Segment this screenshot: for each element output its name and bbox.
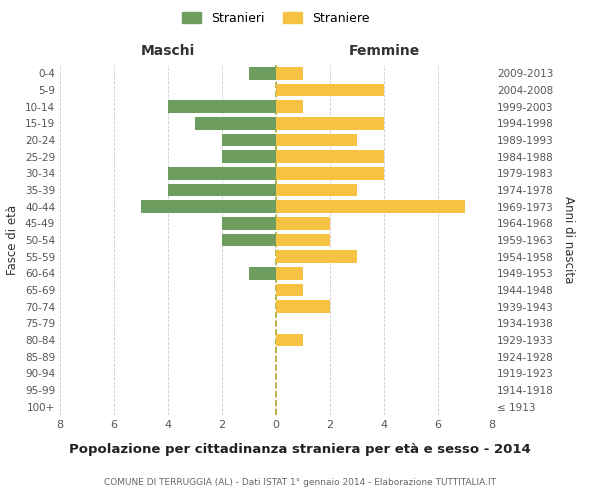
Text: Femmine: Femmine bbox=[349, 44, 419, 59]
Bar bbox=[276, 300, 330, 313]
Bar bbox=[276, 250, 357, 263]
Bar bbox=[276, 84, 384, 96]
Text: COMUNE DI TERRUGGIA (AL) - Dati ISTAT 1° gennaio 2014 - Elaborazione TUTTITALIA.: COMUNE DI TERRUGGIA (AL) - Dati ISTAT 1°… bbox=[104, 478, 496, 487]
Bar bbox=[276, 67, 303, 80]
Bar bbox=[276, 117, 384, 130]
Text: Popolazione per cittadinanza straniera per età e sesso - 2014: Popolazione per cittadinanza straniera p… bbox=[69, 442, 531, 456]
Bar bbox=[276, 334, 303, 346]
Y-axis label: Fasce di età: Fasce di età bbox=[7, 205, 19, 275]
Bar bbox=[276, 184, 357, 196]
Bar bbox=[276, 150, 384, 163]
Bar bbox=[249, 67, 276, 80]
Bar bbox=[276, 234, 330, 246]
Text: Maschi: Maschi bbox=[141, 44, 195, 59]
Bar bbox=[222, 150, 276, 163]
Bar bbox=[168, 100, 276, 113]
Bar bbox=[276, 217, 330, 230]
Bar bbox=[141, 200, 276, 213]
Bar bbox=[276, 200, 465, 213]
Bar bbox=[276, 167, 384, 179]
Bar bbox=[276, 134, 357, 146]
Bar bbox=[222, 234, 276, 246]
Y-axis label: Anni di nascita: Anni di nascita bbox=[562, 196, 575, 284]
Bar bbox=[222, 217, 276, 230]
Bar bbox=[168, 184, 276, 196]
Bar bbox=[276, 267, 303, 280]
Bar bbox=[276, 284, 303, 296]
Bar bbox=[222, 134, 276, 146]
Bar bbox=[168, 167, 276, 179]
Legend: Stranieri, Straniere: Stranieri, Straniere bbox=[176, 5, 376, 30]
Bar bbox=[276, 100, 303, 113]
Bar bbox=[195, 117, 276, 130]
Bar bbox=[249, 267, 276, 280]
